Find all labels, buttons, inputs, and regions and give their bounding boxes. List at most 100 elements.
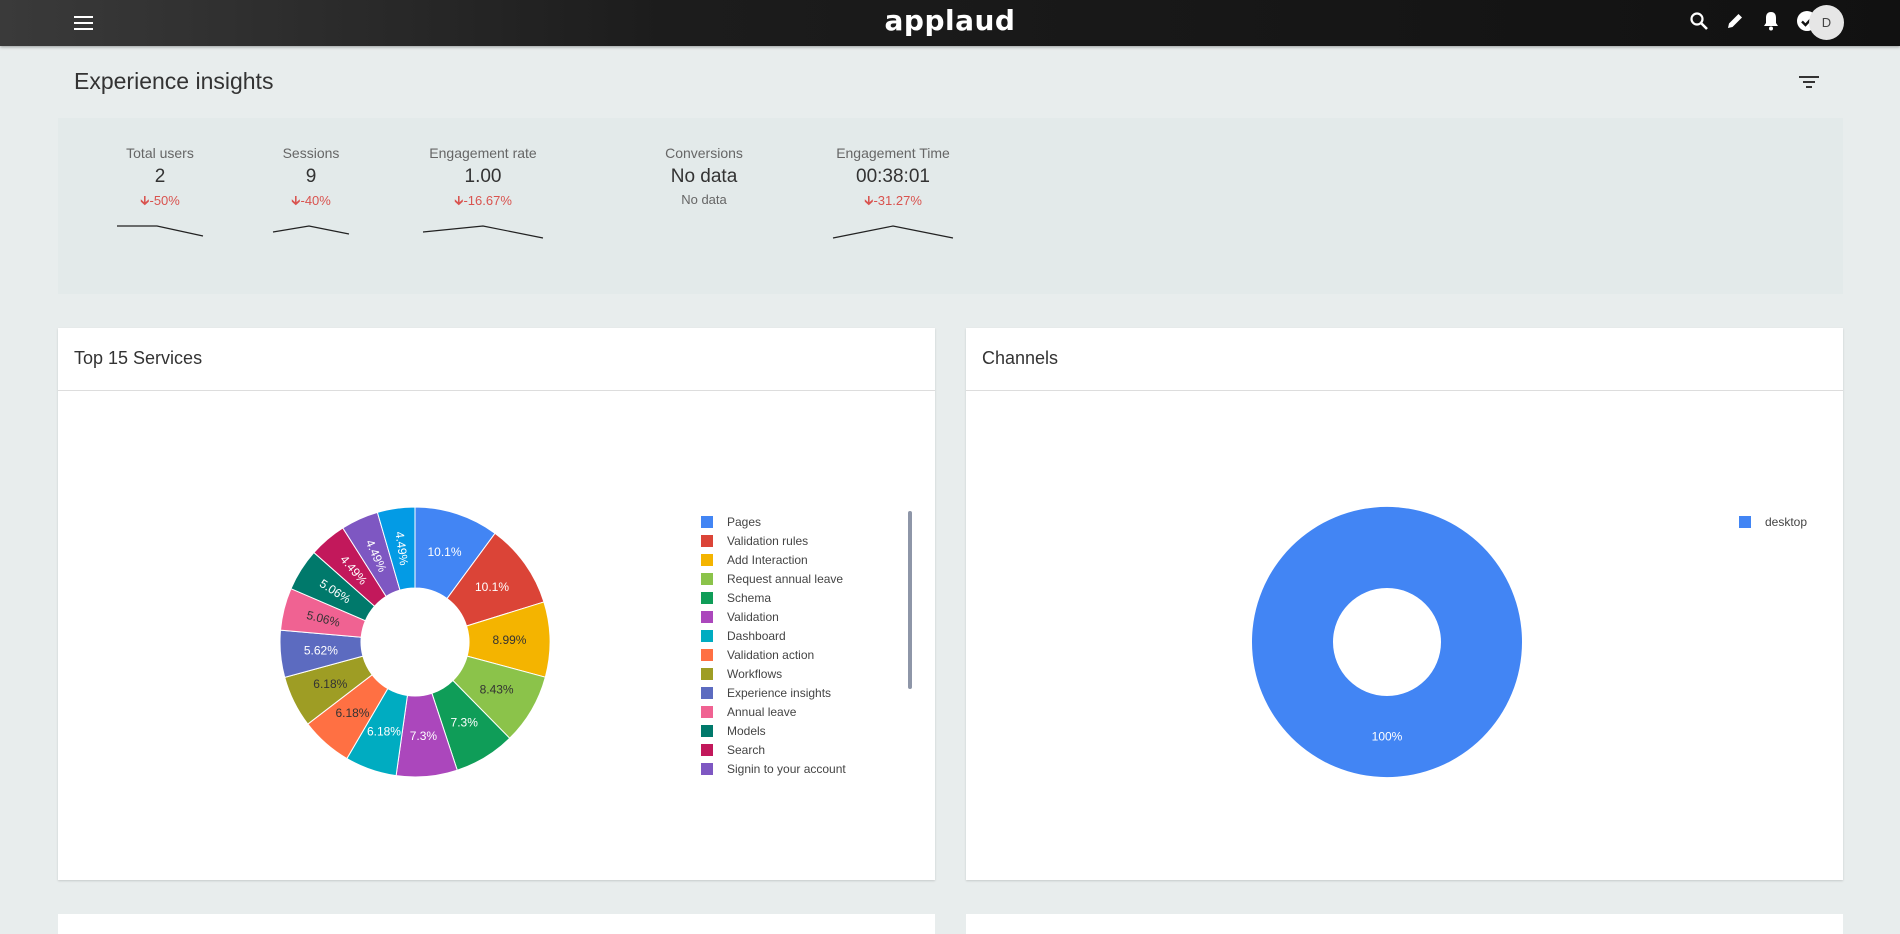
pie-label-schema: 7.3%	[451, 716, 479, 730]
legend-label: Validation	[727, 609, 779, 624]
top-icon-bar	[1686, 8, 1820, 34]
legend-item-add-interaction[interactable]: Add Interaction	[701, 550, 846, 569]
hamburger-menu-icon[interactable]	[72, 13, 96, 33]
kpi-change-value: -40%	[300, 193, 331, 208]
card-title: Channels	[966, 328, 1843, 391]
card-title: Top 15 Services	[58, 328, 935, 391]
pie-label-validation-rules: 10.1%	[475, 580, 509, 594]
kpi-conversions: Conversions No data No data	[624, 145, 784, 207]
legend-label: desktop	[1765, 514, 1808, 529]
legend-item-annual-leave[interactable]: Annual leave	[701, 702, 846, 721]
kpi-label: Conversions	[665, 145, 743, 161]
legend-label: Signin to your account	[727, 761, 846, 776]
legend-label: Search	[727, 742, 766, 757]
kpi-panel: Total users 2 🡳-50% Sessions 9 🡳-40% Eng…	[58, 118, 1843, 294]
legend-label: Models	[727, 723, 766, 738]
brand-logo: applaud	[884, 4, 1016, 37]
legend-swatch	[701, 534, 713, 547]
legend-label: Pages	[727, 514, 762, 529]
next-card-right	[966, 914, 1843, 934]
kpi-sparkline	[117, 225, 204, 237]
legend-label: Validation action	[727, 647, 815, 662]
legend-item-validation-rules[interactable]: Validation rules	[701, 531, 846, 550]
kpi-engagement-rate: Engagement rate 1.00 🡳-16.67%	[403, 145, 563, 240]
legend-swatch	[1739, 515, 1751, 528]
legend-label: Experience insights	[727, 685, 832, 700]
pie-label-experience-insights: 5.62%	[304, 643, 338, 657]
kpi-change-value: -16.67%	[463, 193, 512, 208]
kpi-value: 00:38:01	[856, 166, 930, 187]
legend-item-desktop[interactable]: desktop	[1739, 512, 1807, 531]
kpi-value: 9	[305, 166, 317, 187]
legend-label: Workflows	[727, 666, 783, 681]
pie-slice-desktop[interactable]	[1252, 506, 1522, 778]
kpi-value: 1.00	[464, 166, 502, 187]
kpi-total-users: Total users 2 🡳-50%	[110, 145, 210, 238]
edit-pencil-icon[interactable]	[1722, 8, 1748, 34]
kpi-change: 🡳-50%	[140, 193, 180, 208]
kpi-engagement-time: Engagement Time 00:38:01 🡳-31.27%	[813, 145, 973, 240]
legend-label: Add Interaction	[727, 552, 808, 567]
legend-item-models[interactable]: Models	[701, 721, 846, 740]
legend-swatch	[701, 705, 713, 718]
filter-icon[interactable]	[1797, 72, 1821, 92]
pie-label-pages: 10.1%	[427, 545, 461, 559]
legend-swatch	[701, 743, 713, 756]
pie-label-validation-action: 6.18%	[335, 706, 369, 720]
legend-swatch	[701, 686, 713, 699]
top-services-card: Top 15 Services 10.1% 10.1% 8.99% 8.43% 7.3%…	[58, 328, 935, 880]
kpi-sparkline	[272, 225, 350, 235]
legend-item-schema[interactable]: Schema	[701, 588, 846, 607]
kpi-change-value: -50%	[149, 193, 180, 208]
legend-swatch	[701, 610, 713, 623]
pie-label-desktop: 100%	[1372, 730, 1403, 744]
kpi-change: 🡳-16.67%	[454, 193, 512, 208]
top-bar: applaud D	[0, 0, 1900, 46]
next-card-left	[58, 914, 935, 934]
legend-item-validation[interactable]: Validation	[701, 607, 846, 626]
pie-slice-other[interactable]	[376, 506, 416, 591]
legend-swatch	[701, 724, 713, 737]
kpi-no-data: No data	[681, 192, 727, 207]
legend-swatch	[701, 648, 713, 661]
legend-item-validation-action[interactable]: Validation action	[701, 645, 846, 664]
legend-swatch	[701, 762, 713, 775]
kpi-label: Total users	[126, 145, 194, 161]
legend-swatch	[701, 553, 713, 566]
legend-label: Validation rules	[727, 533, 809, 548]
services-donut-chart: 10.1% 10.1% 8.99% 8.43% 7.3% 7.3% 6.18% 6.18% 6.…	[279, 506, 551, 778]
pie-label-dashboard: 6.18%	[367, 724, 401, 738]
legend-swatch	[701, 515, 713, 528]
legend-item-request-annual-leave[interactable]: Request annual leave	[701, 569, 846, 588]
legend-swatch	[701, 629, 713, 642]
channels-legend: desktop	[1739, 512, 1807, 531]
search-icon[interactable]	[1686, 8, 1712, 34]
kpi-change-value: -31.27%	[873, 193, 922, 208]
pie-label-add-interaction: 8.99%	[492, 633, 526, 647]
notifications-bell-icon[interactable]	[1758, 8, 1784, 34]
legend-item-search[interactable]: Search	[701, 740, 846, 759]
legend-item-experience-insights[interactable]: Experience insights	[701, 683, 846, 702]
legend-swatch	[701, 667, 713, 680]
pie-label-other: 4.49%	[392, 531, 411, 567]
legend-label: Request annual leave	[727, 571, 844, 586]
pie-label-workflows: 6.18%	[313, 677, 347, 691]
kpi-change: 🡳-40%	[291, 193, 331, 208]
user-avatar[interactable]: D	[1809, 5, 1844, 40]
services-legend: Pages Validation rules Add Interaction Requ…	[701, 512, 846, 778]
channels-donut-chart: 100%	[1252, 506, 1522, 778]
kpi-sessions: Sessions 9 🡳-40%	[251, 145, 371, 238]
legend-swatch	[701, 591, 713, 604]
kpi-change: 🡳-31.27%	[864, 193, 922, 208]
legend-label: Annual leave	[727, 704, 797, 719]
legend-item-dashboard[interactable]: Dashboard	[701, 626, 846, 645]
kpi-sparkline	[832, 225, 954, 239]
pie-label-request-annual-leave: 8.43%	[480, 683, 514, 697]
pie-label-validation: 7.3%	[410, 729, 438, 743]
legend-scrollbar[interactable]	[908, 511, 912, 689]
legend-item-pages[interactable]: Pages	[701, 512, 846, 531]
legend-item-signin-to-your-account[interactable]: Signin to your account	[701, 759, 846, 778]
kpi-label: Engagement Time	[836, 145, 950, 161]
legend-item-workflows[interactable]: Workflows	[701, 664, 846, 683]
legend-label: Schema	[727, 590, 772, 605]
